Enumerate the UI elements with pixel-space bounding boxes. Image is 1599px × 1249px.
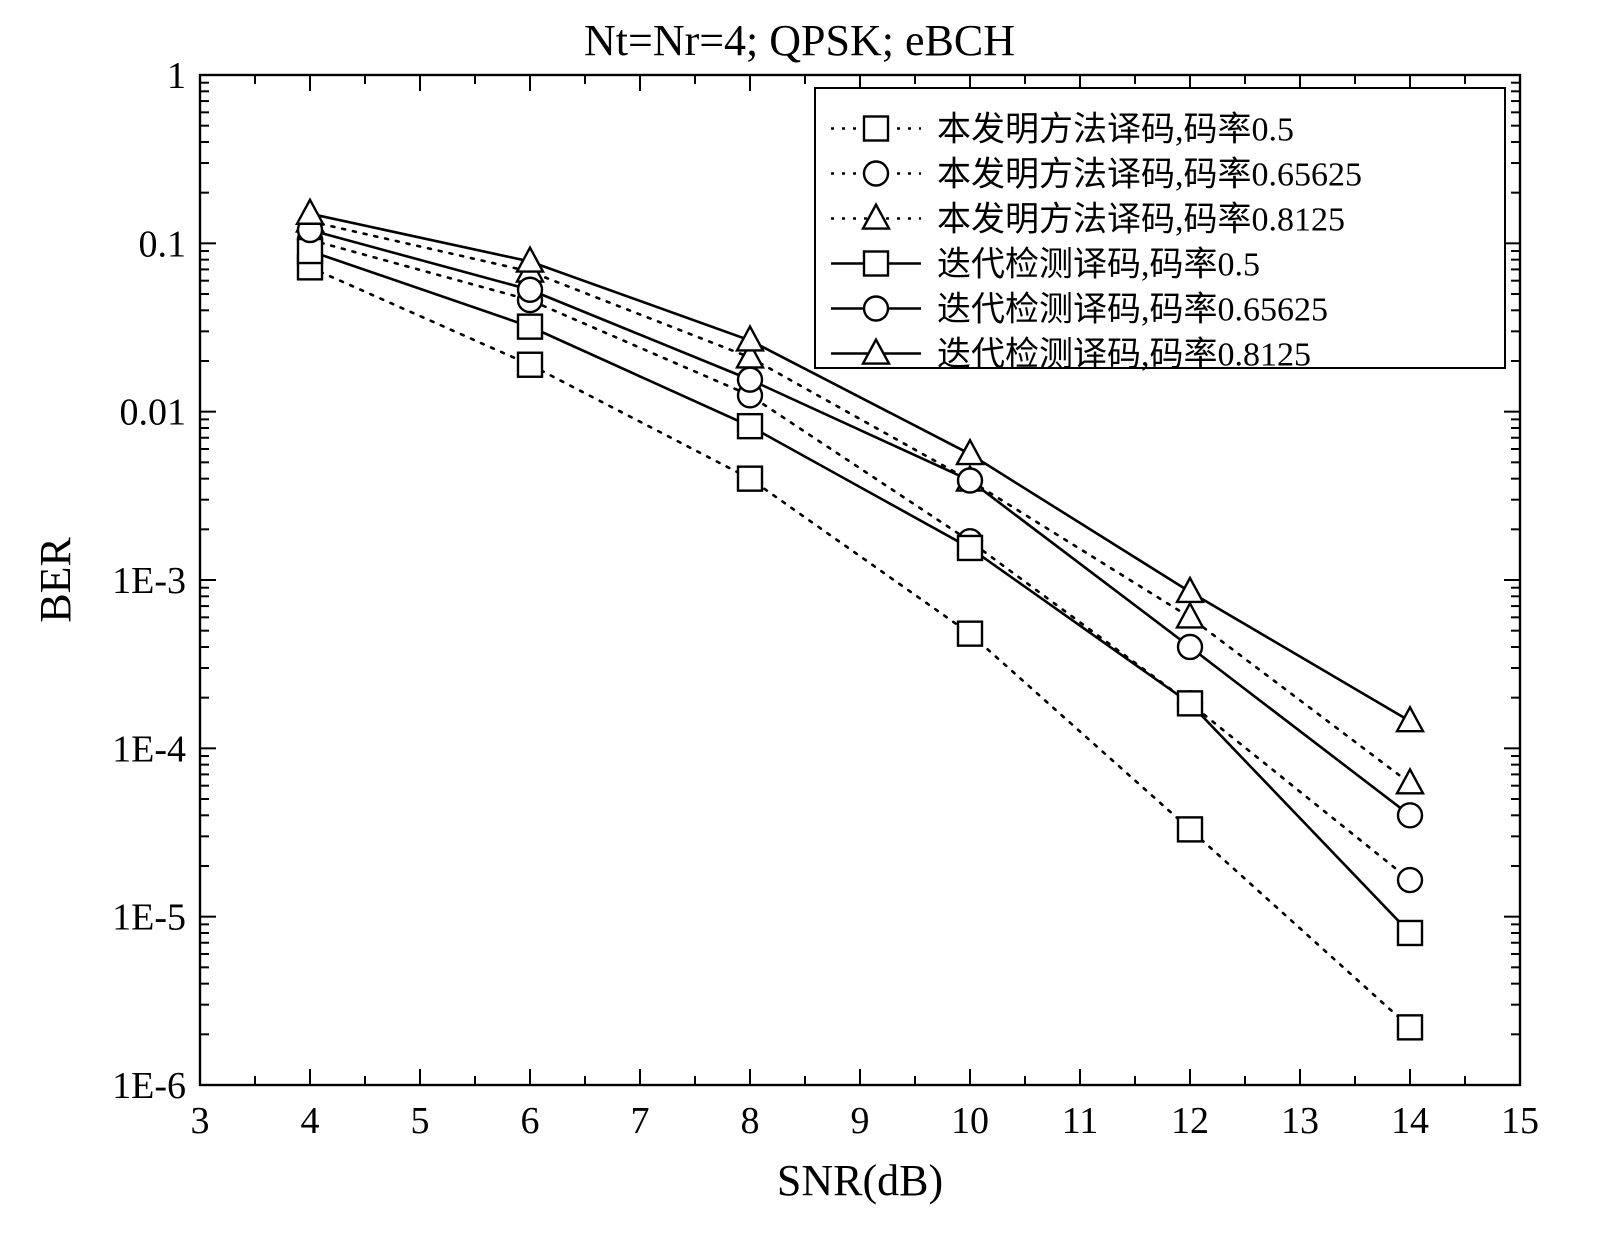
chart-title: Nt=Nr=4; QPSK; eBCH bbox=[0, 15, 1599, 66]
svg-text:1E-3: 1E-3 bbox=[112, 560, 186, 602]
svg-text:迭代检测译码,码率0.8125: 迭代检测译码,码率0.8125 bbox=[937, 336, 1311, 374]
svg-text:4: 4 bbox=[301, 1100, 320, 1142]
svg-text:迭代检测译码,码率0.65625: 迭代检测译码,码率0.65625 bbox=[937, 291, 1328, 329]
svg-text:8: 8 bbox=[741, 1100, 760, 1142]
svg-text:3: 3 bbox=[191, 1100, 210, 1142]
svg-text:BER: BER bbox=[31, 537, 80, 623]
svg-text:1E-5: 1E-5 bbox=[112, 897, 186, 939]
svg-text:本发明方法译码,码率0.5: 本发明方法译码,码率0.5 bbox=[937, 111, 1294, 149]
svg-text:1E-6: 1E-6 bbox=[112, 1065, 186, 1107]
legend: 本发明方法译码,码率0.5 本发明方法译码,码率0.65625 本发明方法译码,码率… bbox=[815, 88, 1505, 374]
svg-text:SNR(dB): SNR(dB) bbox=[777, 1156, 943, 1205]
svg-text:9: 9 bbox=[851, 1100, 870, 1142]
chart-container: Nt=Nr=4; QPSK; eBCH 3 4 5 6 7 8 9 10 11 12 13 14 15 1… bbox=[0, 0, 1599, 1249]
svg-text:10: 10 bbox=[951, 1100, 989, 1142]
chart-svg: 3 4 5 6 7 8 9 10 11 12 13 14 15 1E-6 1E-5 1E-4 1E-3 0.01 0… bbox=[0, 0, 1599, 1249]
svg-text:0.1: 0.1 bbox=[139, 223, 187, 265]
svg-text:7: 7 bbox=[631, 1100, 650, 1142]
svg-text:6: 6 bbox=[521, 1100, 540, 1142]
svg-text:1E-4: 1E-4 bbox=[112, 728, 186, 770]
svg-text:本发明方法译码,码率0.65625: 本发明方法译码,码率0.65625 bbox=[937, 156, 1362, 194]
svg-text:0.01: 0.01 bbox=[120, 392, 187, 434]
svg-text:15: 15 bbox=[1501, 1100, 1539, 1142]
svg-text:13: 13 bbox=[1281, 1100, 1319, 1142]
svg-text:12: 12 bbox=[1171, 1100, 1209, 1142]
svg-text:5: 5 bbox=[411, 1100, 430, 1142]
svg-text:本发明方法译码,码率0.8125: 本发明方法译码,码率0.8125 bbox=[937, 201, 1345, 239]
svg-text:迭代检测译码,码率0.5: 迭代检测译码,码率0.5 bbox=[937, 246, 1260, 284]
svg-text:11: 11 bbox=[1062, 1100, 1099, 1142]
svg-text:14: 14 bbox=[1391, 1100, 1429, 1142]
